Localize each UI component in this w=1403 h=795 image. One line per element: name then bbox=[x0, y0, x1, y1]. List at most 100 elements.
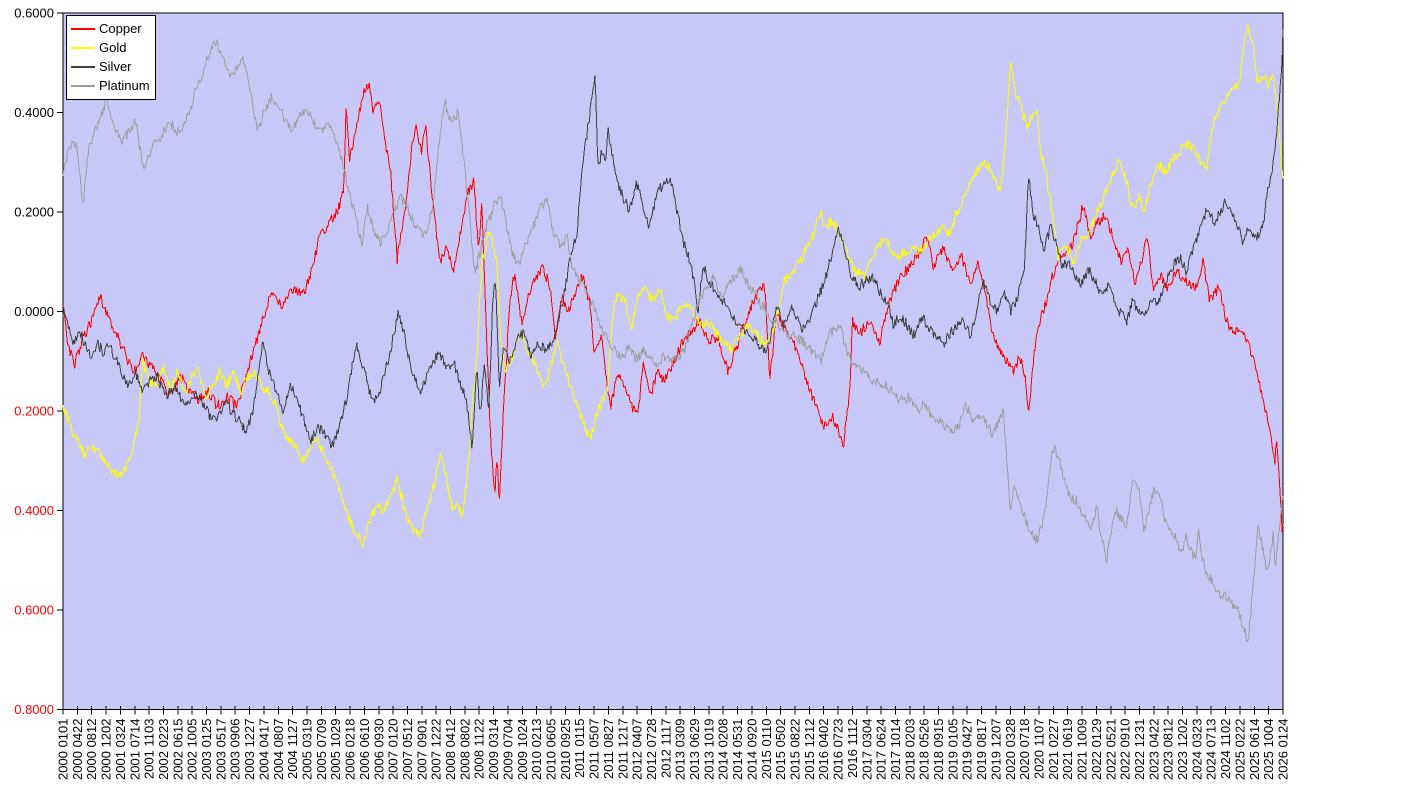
x-axis: 2000 0101 2000 0422 2000 0812 2000 1202 2001… bbox=[56, 706, 1291, 780]
x-tick-label: 2014 0920 bbox=[744, 719, 759, 780]
x-tick-label: 2017 0304 bbox=[859, 719, 874, 780]
legend[interactable]: Copper Gold Silver Platinum bbox=[66, 15, 156, 100]
x-tick-label: 2004 0807 bbox=[271, 719, 286, 780]
y-tick-label: 0.4000 bbox=[14, 105, 54, 120]
x-tick-label: 2015 0822 bbox=[788, 719, 803, 780]
x-tick-label: 2021 0227 bbox=[1046, 719, 1061, 780]
x-tick-label: 2012 1117 bbox=[658, 719, 673, 779]
x-tick-label: 2001 0324 bbox=[113, 719, 128, 780]
x-tick-label: 2022 0910 bbox=[1118, 719, 1133, 780]
x-tick-label: 2013 0309 bbox=[673, 719, 688, 780]
platinum-line-swatch bbox=[71, 84, 95, 87]
legend-label-platinum: Platinum bbox=[99, 78, 150, 93]
legend-label-gold: Gold bbox=[99, 40, 127, 55]
x-tick-label: 2003 0906 bbox=[228, 719, 243, 780]
x-tick-label: 2020 1107 bbox=[1032, 719, 1047, 780]
x-tick-label: 2019 0105 bbox=[945, 719, 960, 780]
x-tick-label: 2025 0614 bbox=[1247, 719, 1262, 780]
x-tick-label: 2014 0208 bbox=[716, 719, 731, 780]
x-tick-label: 2022 1231 bbox=[1132, 719, 1147, 780]
x-tick-label: 2026 0124 bbox=[1276, 719, 1291, 780]
x-tick-label: 2016 0402 bbox=[816, 719, 831, 780]
x-tick-label: 2008 1122 bbox=[472, 719, 487, 780]
y-tick-label: 0.2000 bbox=[14, 404, 54, 419]
copper-line-swatch bbox=[71, 27, 95, 30]
x-tick-label: 2006 0218 bbox=[343, 719, 358, 780]
x-tick-label: 2020 0328 bbox=[1003, 719, 1018, 780]
x-tick-label: 2015 0110 bbox=[759, 719, 774, 780]
x-tick-label: 2005 0709 bbox=[314, 719, 329, 780]
legend-label-copper: Copper bbox=[99, 21, 142, 36]
legend-item-silver[interactable]: Silver bbox=[71, 57, 155, 76]
x-tick-label: 2023 1202 bbox=[1175, 719, 1190, 780]
silver-line-swatch bbox=[71, 65, 95, 68]
x-tick-label: 2000 0812 bbox=[84, 719, 99, 780]
x-tick-label: 2014 0531 bbox=[730, 719, 745, 780]
x-tick-label: 2015 1212 bbox=[802, 719, 817, 780]
x-tick-label: 2018 0203 bbox=[902, 719, 917, 780]
x-tick-label: 2015 0502 bbox=[773, 719, 788, 780]
y-tick-label: 0.6000 bbox=[14, 603, 54, 618]
x-tick-label: 2007 0120 bbox=[386, 719, 401, 780]
x-tick-label: 2023 0422 bbox=[1146, 719, 1161, 780]
x-tick-label: 2008 0412 bbox=[443, 719, 458, 780]
x-tick-label: 2002 0223 bbox=[156, 719, 171, 780]
x-tick-label: 2007 0901 bbox=[414, 719, 429, 780]
x-tick-label: 2011 0827 bbox=[601, 719, 616, 780]
x-tick-label: 2000 0422 bbox=[70, 719, 85, 780]
series-lines[interactable] bbox=[62, 24, 1284, 643]
gold-line[interactable] bbox=[62, 24, 1284, 547]
y-tick-label: 0.2000 bbox=[14, 205, 54, 220]
x-tick-label: 2019 1207 bbox=[988, 719, 1003, 780]
x-tick-label: 2005 0319 bbox=[300, 719, 315, 780]
x-tick-label: 2002 1005 bbox=[185, 719, 200, 780]
x-tick-label: 2008 0802 bbox=[457, 719, 472, 780]
x-tick-label: 2000 1202 bbox=[99, 719, 114, 780]
copper-line[interactable] bbox=[62, 82, 1284, 533]
gold-line-swatch bbox=[71, 46, 95, 49]
x-tick-label: 2009 0704 bbox=[500, 719, 515, 780]
x-tick-label: 2004 1127 bbox=[285, 719, 300, 780]
legend-item-platinum[interactable]: Platinum bbox=[71, 76, 155, 95]
x-tick-label: 2009 0314 bbox=[486, 719, 501, 780]
x-tick-label: 2011 0507 bbox=[587, 719, 602, 780]
x-tick-label: 2024 1102 bbox=[1218, 719, 1233, 780]
x-tick-label: 2024 0323 bbox=[1189, 719, 1204, 780]
x-tick-label: 2005 1029 bbox=[328, 719, 343, 780]
legend-label-silver: Silver bbox=[99, 59, 132, 74]
silver-line[interactable] bbox=[62, 29, 1284, 449]
x-tick-label: 2025 0222 bbox=[1232, 719, 1247, 780]
y-tick-label: 0.8000 bbox=[14, 702, 54, 717]
x-tick-label: 2000 0101 bbox=[56, 719, 71, 780]
y-tick-label: 0.6000 bbox=[14, 6, 54, 21]
legend-item-copper[interactable]: Copper bbox=[71, 19, 155, 38]
x-tick-label: 2003 0125 bbox=[199, 719, 214, 780]
x-tick-label: 2016 0723 bbox=[831, 719, 846, 780]
x-tick-label: 2010 0213 bbox=[529, 719, 544, 780]
x-tick-label: 2010 0605 bbox=[544, 719, 559, 780]
x-tick-label: 2013 1019 bbox=[701, 719, 716, 780]
x-tick-label: 2012 0728 bbox=[644, 719, 659, 780]
x-tick-label: 2021 0619 bbox=[1060, 719, 1075, 780]
x-tick-label: 2017 0624 bbox=[874, 719, 889, 780]
legend-item-gold[interactable]: Gold bbox=[71, 38, 155, 57]
x-tick-label: 2009 1024 bbox=[515, 719, 530, 780]
x-tick-label: 2017 1014 bbox=[888, 719, 903, 780]
x-tick-label: 2016 1112 bbox=[845, 719, 860, 779]
x-tick-label: 2006 0930 bbox=[371, 719, 386, 780]
x-tick-label: 2002 0615 bbox=[170, 719, 185, 780]
x-tick-label: 2019 0427 bbox=[960, 719, 975, 780]
y-tick-label: 0.4000 bbox=[14, 503, 54, 518]
x-tick-label: 2025 1004 bbox=[1261, 719, 1276, 780]
y-tick-label: 0.0000 bbox=[14, 304, 54, 319]
x-tick-label: 2012 0407 bbox=[630, 719, 645, 780]
x-tick-label: 2020 0718 bbox=[1017, 719, 1032, 780]
x-tick-label: 2013 0629 bbox=[687, 719, 702, 780]
x-tick-label: 2003 0517 bbox=[213, 719, 228, 780]
x-tick-label: 2022 0521 bbox=[1103, 719, 1118, 780]
platinum-line[interactable] bbox=[62, 39, 1284, 643]
x-tick-label: 2007 0512 bbox=[400, 719, 415, 780]
x-tick-label: 2024 0713 bbox=[1204, 719, 1219, 780]
